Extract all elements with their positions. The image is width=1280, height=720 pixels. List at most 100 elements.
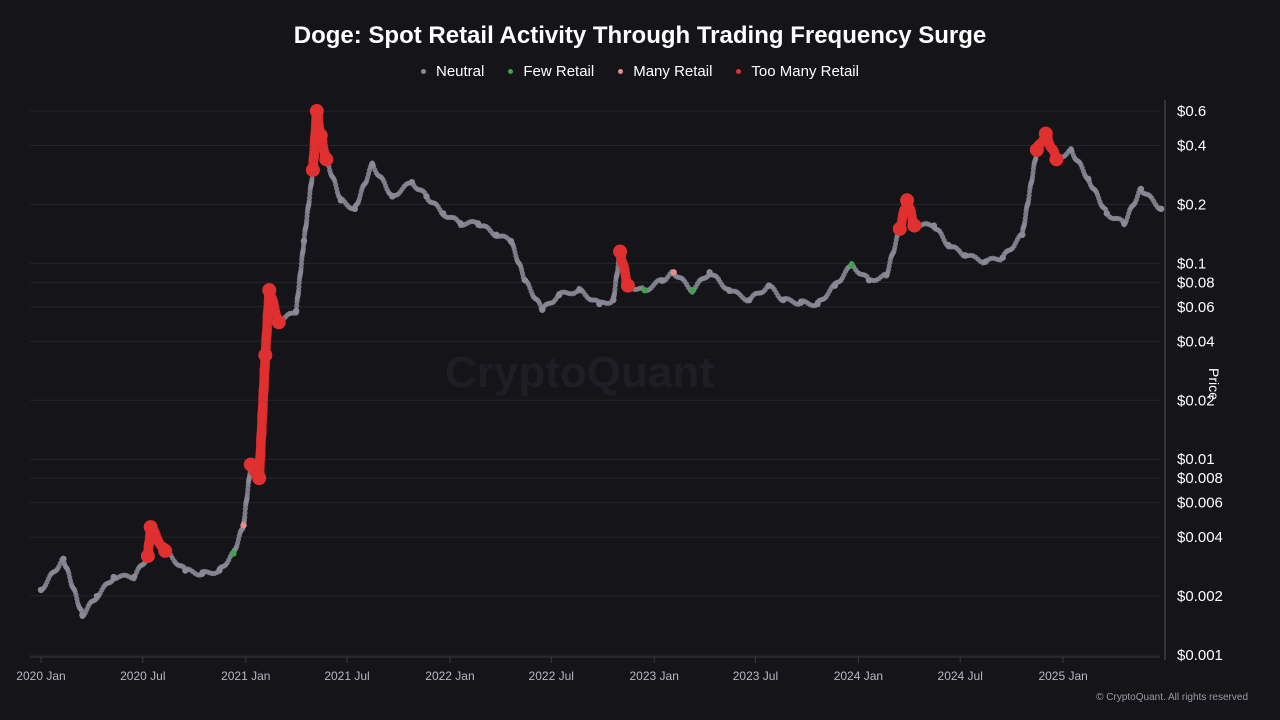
x-tick-label: 2021 Jan: [221, 669, 270, 683]
data-point-neutral: [37, 586, 45, 594]
trail-dot-neutral: [1026, 192, 1032, 199]
data-point-neutral: [658, 277, 666, 284]
data-point-neutral: [539, 306, 546, 313]
data-point-toomany: [252, 471, 267, 486]
data-point-few: [641, 286, 648, 294]
x-tick-label: 2025 Jan: [1038, 669, 1087, 683]
trail-dot-neutral: [298, 265, 304, 271]
legend-dot: [736, 69, 742, 74]
data-point-neutral: [423, 193, 430, 200]
data-point-toomany: [613, 244, 628, 259]
y-tick-label: $0.6: [1177, 103, 1206, 120]
data-point-neutral: [1157, 205, 1165, 213]
data-point-neutral: [610, 296, 617, 304]
legend-dot: [508, 69, 514, 74]
data-point-neutral: [60, 555, 67, 562]
data-point-neutral: [576, 286, 583, 294]
data-point-few: [230, 550, 237, 557]
x-tick-label: 2020 Jul: [120, 669, 165, 683]
data-point-toomany: [158, 543, 173, 558]
trail-dot-neutral: [242, 514, 248, 520]
legend-item-neutral[interactable]: Neutral: [421, 63, 484, 80]
data-point-toomany: [313, 128, 328, 143]
data-point-neutral: [1085, 175, 1092, 183]
data-point-neutral: [865, 277, 873, 284]
data-point-neutral: [408, 178, 416, 186]
x-tick-label: 2022 Jan: [425, 669, 474, 683]
data-point-toomany: [1029, 142, 1044, 157]
data-point-neutral: [945, 241, 952, 249]
chart-title: Doge: Spot Retail Activity Through Tradi…: [293, 22, 987, 49]
data-point-neutral: [1120, 220, 1128, 227]
data-point-neutral: [493, 231, 500, 238]
y-tick-label: $0.06: [1177, 299, 1215, 316]
data-point-neutral: [765, 282, 773, 289]
trail-dot-neutral: [612, 286, 618, 292]
data-point-neutral: [555, 291, 563, 299]
data-point-toomany: [892, 221, 907, 236]
trail-dot-neutral: [245, 487, 251, 493]
data-point-toomany: [1049, 152, 1064, 167]
data-point-neutral: [746, 296, 753, 304]
y-tick-label: $0.01: [1177, 451, 1215, 468]
data-point-neutral: [999, 254, 1006, 261]
data-point-neutral: [1019, 231, 1026, 238]
trail-dot-neutral: [306, 195, 313, 201]
y-tick-label: $0.2: [1177, 196, 1206, 213]
data-point-few: [689, 286, 696, 294]
data-point-few: [848, 261, 855, 269]
data-point-neutral: [1067, 146, 1075, 154]
trail-dot-neutral: [304, 217, 310, 223]
trail-dot-neutral: [1022, 215, 1028, 221]
data-point-neutral: [351, 205, 359, 213]
data-point-neutral: [725, 286, 733, 294]
data-point-neutral: [706, 269, 713, 276]
data-point-neutral: [814, 300, 821, 308]
data-point-neutral: [596, 300, 603, 308]
y-tick-label: $0.4: [1177, 138, 1206, 155]
y-tick-label: $0.02: [1177, 392, 1215, 409]
legend-dot: [421, 69, 426, 74]
data-point-toomany: [262, 283, 277, 298]
x-tick-label: 2022 Jul: [529, 669, 574, 683]
y-tick-label: $0.006: [1177, 495, 1223, 512]
data-point-neutral: [474, 220, 482, 227]
y-axis-label: Price: [1206, 368, 1222, 400]
data-point-neutral: [982, 258, 989, 265]
data-point-neutral: [457, 220, 464, 227]
data-point-neutral: [182, 567, 189, 574]
x-tick-label: 2023 Jul: [733, 669, 778, 683]
data-point-toomany: [620, 278, 635, 293]
data-point-neutral: [521, 277, 529, 284]
data-point-neutral: [198, 570, 206, 577]
data-point-neutral: [300, 237, 308, 245]
legend: Neutral Few Retail Many Retail Too Many …: [0, 63, 1280, 80]
data-point-many: [670, 269, 677, 276]
data-point-toomany: [143, 520, 158, 535]
data-point-toomany: [243, 457, 258, 472]
y-tick-label: $0.008: [1177, 470, 1223, 487]
data-point-neutral: [79, 611, 86, 619]
trail-dot-neutral: [1030, 170, 1036, 176]
copyright-footer: © CryptoQuant. All rights reserved: [1096, 692, 1248, 703]
data-point-neutral: [389, 193, 396, 200]
legend-item-too-many-retail[interactable]: Too Many Retail: [736, 63, 859, 80]
data-point-toomany: [907, 218, 922, 233]
data-point-neutral: [292, 307, 300, 315]
data-point-many: [240, 522, 247, 529]
data-point-neutral: [1137, 185, 1145, 193]
y-tick-label: $0.001: [1177, 647, 1223, 664]
data-point-neutral: [831, 282, 839, 289]
legend-item-few-retail[interactable]: Few Retail: [508, 63, 594, 80]
trail-dot-neutral: [244, 491, 251, 497]
data-point-neutral: [337, 197, 345, 204]
x-tick-label: 2023 Jan: [629, 669, 678, 683]
y-tick-label: $0.004: [1177, 529, 1223, 546]
data-point-toomany: [271, 315, 286, 330]
legend-item-many-retail[interactable]: Many Retail: [618, 63, 712, 80]
y-tick-label: $0.04: [1177, 333, 1215, 350]
data-point-toomany: [900, 193, 915, 208]
data-point-neutral: [507, 237, 515, 245]
data-point-neutral: [962, 252, 969, 259]
